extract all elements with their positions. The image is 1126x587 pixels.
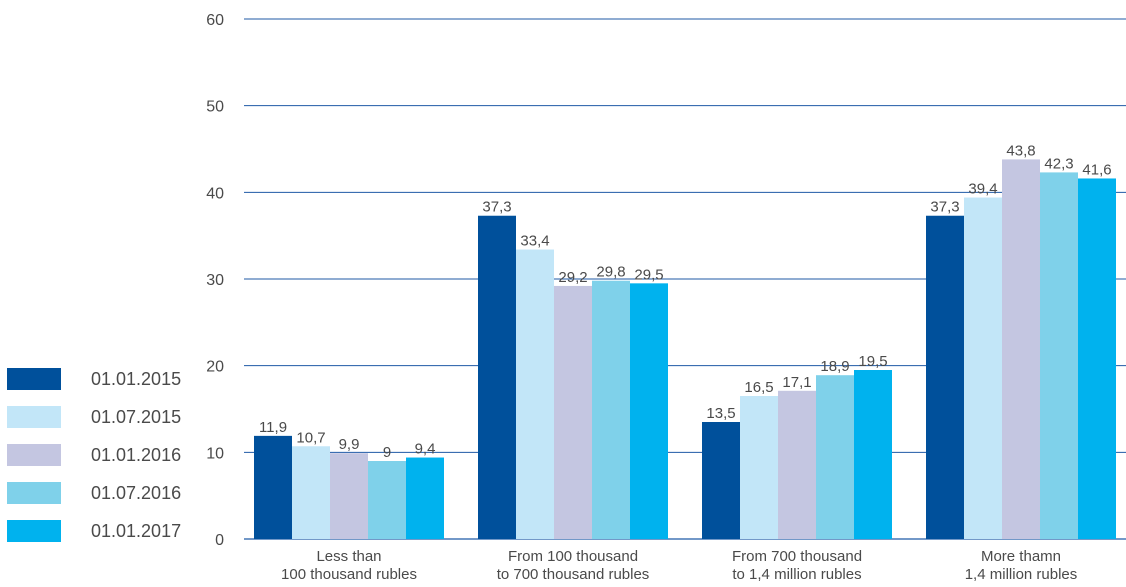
y-tick-label: 40 — [206, 185, 224, 202]
data-label: 9 — [383, 444, 391, 461]
bar — [702, 422, 740, 539]
legend-swatch — [7, 368, 61, 390]
legend-label: 01.01.2016 — [91, 445, 181, 465]
bar — [292, 446, 330, 539]
bar — [516, 249, 554, 540]
y-tick-label: 0 — [215, 532, 224, 549]
data-label: 33,4 — [520, 233, 549, 250]
x-category-label: to 700 thousand rubles — [497, 566, 650, 583]
y-tick-label: 30 — [206, 272, 224, 289]
data-label: 17,1 — [782, 374, 811, 391]
legend-swatch — [7, 482, 61, 504]
data-label: 39,4 — [968, 181, 997, 198]
bar — [854, 370, 892, 539]
x-category-label: to 1,4 million rubles — [732, 566, 861, 583]
y-tick-label: 10 — [206, 445, 224, 462]
legend-swatch — [7, 406, 61, 428]
legend-label: 01.01.2015 — [91, 369, 181, 389]
legend-label: 01.07.2015 — [91, 407, 181, 427]
bar — [1002, 159, 1040, 539]
data-label: 42,3 — [1044, 155, 1073, 172]
bar — [926, 215, 964, 539]
legend-swatch — [7, 444, 61, 466]
bar — [368, 461, 406, 539]
data-label: 19,5 — [858, 353, 887, 370]
data-label: 41,6 — [1082, 161, 1111, 178]
data-label: 13,5 — [706, 405, 735, 422]
x-category-label: More thamn — [981, 548, 1061, 565]
legend-label: 01.01.2017 — [91, 521, 181, 541]
data-label: 29,5 — [634, 266, 663, 283]
y-tick-label: 60 — [206, 12, 224, 29]
bar — [630, 283, 668, 539]
legend-label: 01.07.2016 — [91, 483, 181, 503]
data-label: 37,3 — [930, 199, 959, 216]
data-label: 11,9 — [259, 419, 287, 436]
bar — [554, 285, 592, 539]
data-label: 37,3 — [482, 199, 511, 216]
y-tick-label: 20 — [206, 359, 224, 376]
data-label: 10,7 — [296, 429, 325, 446]
bar — [1040, 172, 1078, 539]
bar — [592, 280, 630, 539]
x-category-label: Less than — [316, 548, 381, 565]
x-category-label: 1,4 million rubles — [965, 566, 1078, 583]
bar — [254, 435, 292, 539]
bar — [1078, 178, 1116, 539]
data-label: 43,8 — [1006, 142, 1035, 159]
x-category-label: From 100 thousand — [508, 548, 638, 565]
legend-swatch — [7, 520, 61, 542]
x-category-label: From 700 thousand — [732, 548, 862, 565]
data-label: 9,9 — [339, 436, 360, 453]
data-label: 9,4 — [415, 441, 436, 458]
data-label: 18,9 — [820, 358, 849, 375]
data-label: 29,2 — [558, 269, 587, 286]
bar — [778, 390, 816, 539]
bar — [330, 453, 368, 539]
y-tick-label: 50 — [206, 99, 224, 116]
data-label: 16,5 — [744, 379, 773, 396]
bar — [964, 197, 1002, 540]
bar — [740, 396, 778, 539]
bar — [478, 215, 516, 539]
x-category-label: 100 thousand rubles — [281, 566, 417, 583]
bar — [406, 457, 444, 539]
data-label: 29,8 — [596, 264, 625, 281]
bar — [816, 375, 854, 539]
